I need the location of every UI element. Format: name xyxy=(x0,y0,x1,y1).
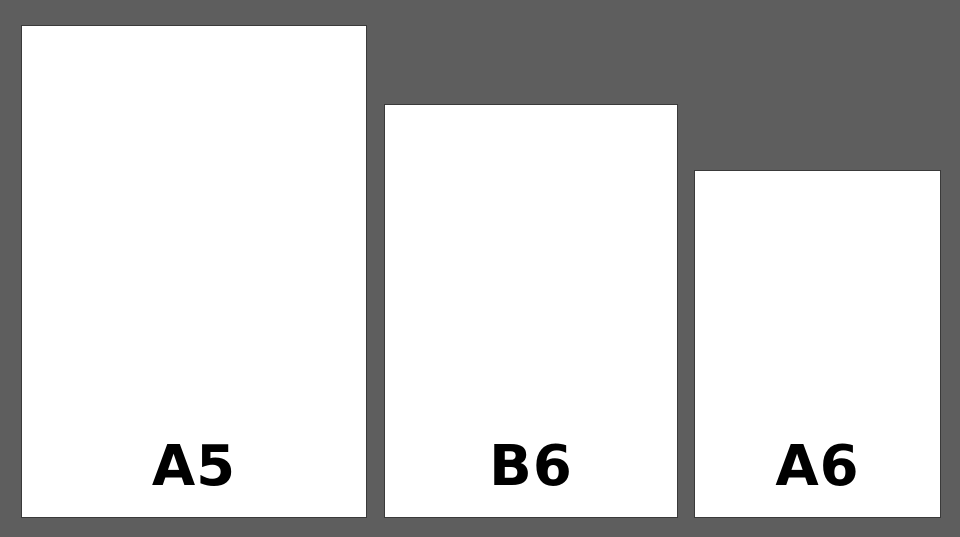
sheet-b6: B6 xyxy=(384,104,678,518)
sheet-a6-label: A6 xyxy=(775,434,860,499)
sheet-a5: A5 xyxy=(21,25,367,518)
sheet-b6-label: B6 xyxy=(489,434,573,499)
sheet-a6: A6 xyxy=(694,170,941,518)
sheet-a5-label: A5 xyxy=(151,434,237,499)
